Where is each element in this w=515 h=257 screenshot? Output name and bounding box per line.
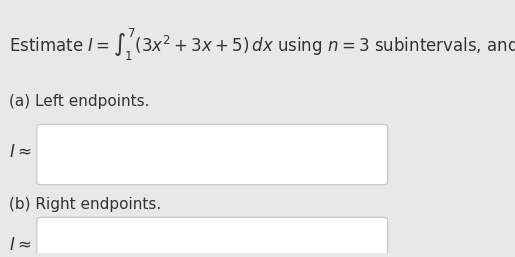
FancyBboxPatch shape bbox=[37, 124, 388, 185]
Text: $I \approx$: $I \approx$ bbox=[9, 143, 31, 161]
Text: (b) Right endpoints.: (b) Right endpoints. bbox=[9, 197, 162, 212]
Text: (a) Left endpoints.: (a) Left endpoints. bbox=[9, 94, 150, 109]
Text: Estimate $I = \int_1^7 (3x^2 + 3x + 5)\, dx$ using $n = 3$ subintervals, and: Estimate $I = \int_1^7 (3x^2 + 3x + 5)\,… bbox=[9, 26, 515, 63]
Text: $I \approx$: $I \approx$ bbox=[9, 236, 31, 254]
FancyBboxPatch shape bbox=[37, 217, 388, 257]
